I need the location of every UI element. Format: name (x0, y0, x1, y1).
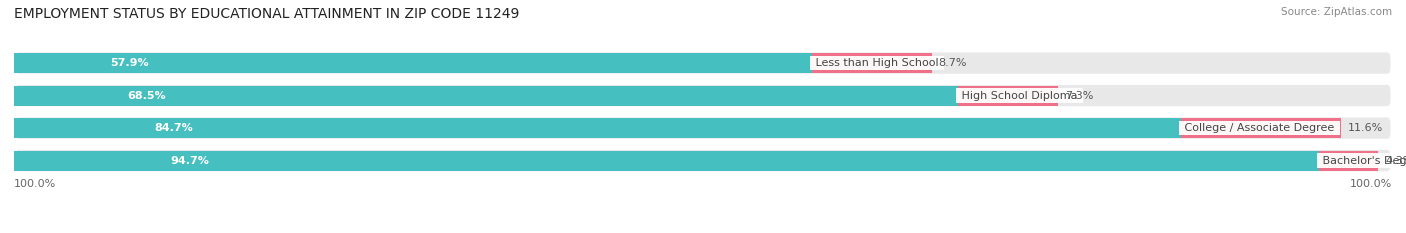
Bar (811, 53, 932, 73)
Bar (957, 86, 1059, 106)
Bar (14, 118, 1181, 138)
FancyBboxPatch shape (14, 149, 1392, 173)
Text: 100.0%: 100.0% (14, 179, 56, 189)
Text: College / Associate Degree: College / Associate Degree (1181, 123, 1339, 133)
Text: 11.6%: 11.6% (1348, 123, 1384, 133)
Text: Less than High School: Less than High School (811, 58, 942, 68)
Bar (14, 53, 811, 73)
Text: 57.9%: 57.9% (110, 58, 149, 68)
Bar (14, 151, 1319, 171)
Text: 100.0%: 100.0% (1350, 179, 1392, 189)
Text: 68.5%: 68.5% (128, 91, 166, 101)
Text: EMPLOYMENT STATUS BY EDUCATIONAL ATTAINMENT IN ZIP CODE 11249: EMPLOYMENT STATUS BY EDUCATIONAL ATTAINM… (14, 7, 519, 21)
Text: Bachelor's Degree or higher: Bachelor's Degree or higher (1319, 156, 1406, 166)
FancyBboxPatch shape (14, 84, 1392, 108)
Text: 4.3%: 4.3% (1385, 156, 1406, 166)
Text: 94.7%: 94.7% (170, 156, 209, 166)
Text: 8.7%: 8.7% (939, 58, 967, 68)
Bar (1319, 151, 1378, 171)
Text: Source: ZipAtlas.com: Source: ZipAtlas.com (1281, 7, 1392, 17)
Bar (1181, 118, 1341, 138)
Text: 84.7%: 84.7% (155, 123, 193, 133)
FancyBboxPatch shape (14, 116, 1392, 140)
FancyBboxPatch shape (14, 51, 1392, 75)
Text: High School Diploma: High School Diploma (957, 91, 1081, 101)
Text: 7.3%: 7.3% (1066, 91, 1094, 101)
Bar (14, 86, 957, 106)
